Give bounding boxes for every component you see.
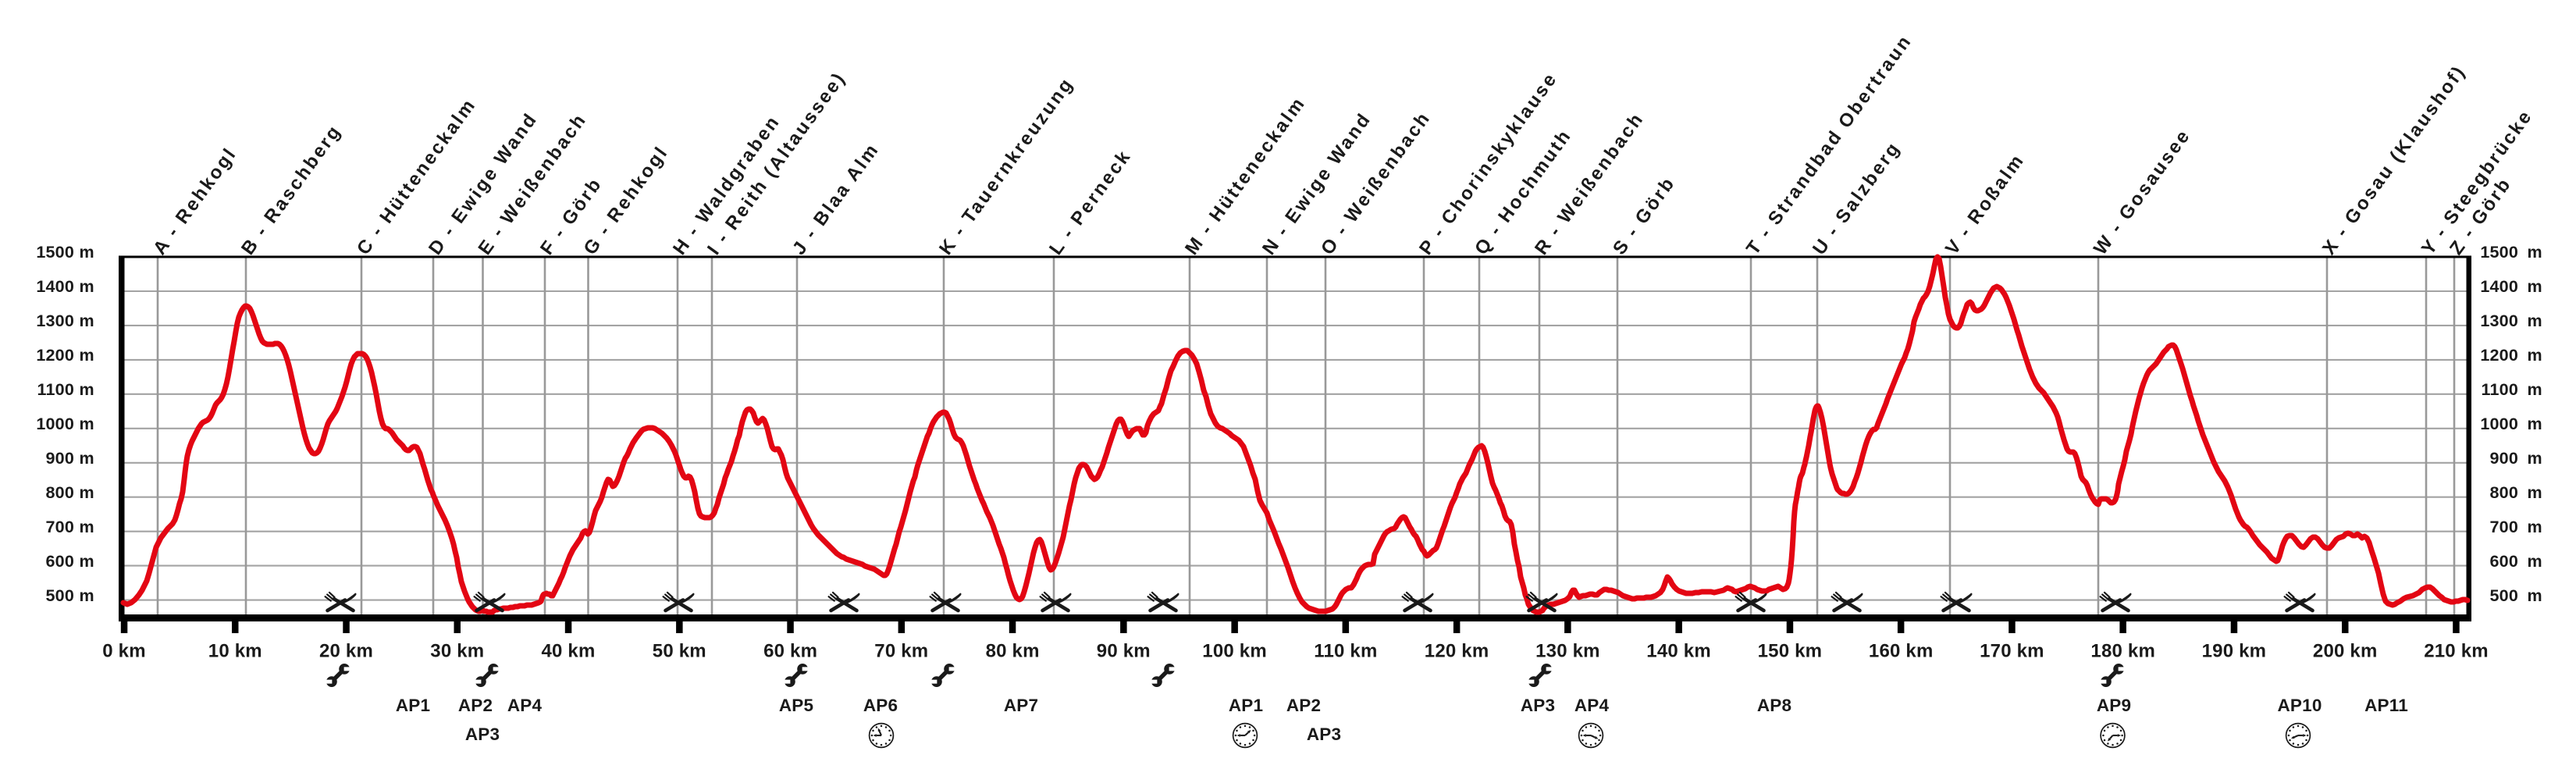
svg-text:W - Gosausee: W - Gosausee — [2090, 125, 2195, 258]
svg-text:1400: 1400 — [36, 277, 74, 296]
svg-text:m: m — [2528, 380, 2542, 399]
svg-text:100 km: 100 km — [1202, 641, 1267, 662]
svg-text:600: 600 — [46, 552, 74, 571]
svg-text:70 km: 70 km — [874, 641, 928, 662]
svg-text:m: m — [80, 518, 94, 536]
svg-text:500: 500 — [46, 586, 74, 605]
svg-text:AP6: AP6 — [863, 696, 898, 715]
svg-text:I - Reith (Altaussee): I - Reith (Altaussee) — [703, 68, 850, 259]
svg-text:1000: 1000 — [36, 415, 74, 433]
svg-text:m: m — [80, 380, 94, 399]
svg-text:L - Perneck: L - Perneck — [1045, 145, 1136, 258]
svg-text:40 km: 40 km — [541, 641, 595, 662]
svg-text:AP5: AP5 — [779, 696, 813, 715]
svg-text:900: 900 — [46, 449, 74, 468]
svg-text:1200: 1200 — [36, 346, 74, 365]
svg-text:1400: 1400 — [2480, 277, 2518, 296]
svg-text:AP11: AP11 — [2364, 696, 2408, 715]
svg-text:m: m — [2528, 243, 2542, 262]
svg-text:500: 500 — [2490, 586, 2518, 605]
svg-text:m: m — [80, 277, 94, 296]
svg-text:200 km: 200 km — [2313, 641, 2378, 662]
svg-text:AP4: AP4 — [1574, 696, 1610, 715]
svg-text:V - Roßalm: V - Roßalm — [1941, 150, 2029, 259]
svg-text:m: m — [80, 483, 94, 502]
svg-text:AP3: AP3 — [465, 724, 500, 744]
svg-text:O - Weißenbach: O - Weißenbach — [1317, 108, 1435, 259]
svg-text:AP3: AP3 — [1307, 724, 1341, 744]
svg-text:1500: 1500 — [2480, 243, 2518, 262]
svg-text:m: m — [2528, 277, 2542, 296]
svg-text:m: m — [80, 312, 94, 330]
svg-text:1100: 1100 — [2482, 380, 2518, 399]
svg-text:190 km: 190 km — [2202, 641, 2267, 662]
svg-text:AP2: AP2 — [458, 696, 493, 715]
svg-text:A - Rehkogl: A - Rehkogl — [149, 144, 241, 259]
svg-text:m: m — [2528, 346, 2542, 365]
svg-text:AP8: AP8 — [1757, 696, 1791, 715]
svg-text:m: m — [80, 346, 94, 365]
svg-text:B - Raschberg: B - Raschberg — [237, 121, 346, 259]
svg-text:800: 800 — [2490, 483, 2518, 502]
svg-text:AP1: AP1 — [1229, 696, 1263, 715]
svg-text:m: m — [2528, 586, 2542, 605]
svg-text:110 km: 110 km — [1314, 641, 1377, 662]
svg-text:120 km: 120 km — [1425, 641, 1489, 662]
svg-text:80 km: 80 km — [986, 641, 1040, 662]
svg-text:0 km: 0 km — [102, 641, 146, 662]
svg-text:150 km: 150 km — [1758, 641, 1823, 662]
svg-text:800: 800 — [46, 483, 74, 502]
svg-text:m: m — [2528, 552, 2542, 571]
svg-text:700: 700 — [46, 518, 74, 536]
svg-text:1200: 1200 — [2480, 346, 2518, 365]
svg-text:1000: 1000 — [2480, 415, 2518, 433]
svg-text:m: m — [80, 415, 94, 433]
svg-text:30 km: 30 km — [430, 641, 484, 662]
svg-text:140 km: 140 km — [1646, 641, 1711, 662]
svg-text:10 km: 10 km — [208, 641, 262, 662]
svg-text:m: m — [80, 552, 94, 571]
svg-text:AP10: AP10 — [2277, 696, 2322, 715]
svg-text:m: m — [2528, 449, 2542, 468]
svg-text:C - Hütteneckalm: C - Hütteneckalm — [353, 94, 480, 259]
svg-text:1100: 1100 — [37, 380, 74, 399]
svg-text:S - Görb: S - Görb — [1609, 173, 1680, 259]
svg-text:AP4: AP4 — [507, 696, 543, 715]
svg-text:m: m — [2528, 518, 2542, 536]
svg-text:AP1: AP1 — [396, 696, 430, 715]
svg-text:600: 600 — [2490, 552, 2518, 571]
svg-text:AP7: AP7 — [1004, 696, 1038, 715]
svg-text:90 km: 90 km — [1097, 641, 1151, 662]
svg-text:1300: 1300 — [2480, 312, 2518, 330]
svg-text:m: m — [2528, 312, 2542, 330]
svg-text:20 km: 20 km — [319, 641, 373, 662]
svg-text:AP9: AP9 — [2097, 696, 2131, 715]
svg-text:160 km: 160 km — [1869, 641, 1934, 662]
svg-text:900: 900 — [2490, 449, 2518, 468]
svg-text:J - Blaa Alm: J - Blaa Alm — [788, 139, 884, 258]
svg-text:130 km: 130 km — [1535, 641, 1600, 662]
svg-text:m: m — [2528, 415, 2542, 433]
svg-text:210 km: 210 km — [2424, 641, 2489, 662]
svg-text:1300: 1300 — [36, 312, 74, 330]
svg-text:AP2: AP2 — [1286, 696, 1321, 715]
svg-text:AP3: AP3 — [1521, 696, 1555, 715]
svg-text:m: m — [2528, 483, 2542, 502]
svg-text:m: m — [80, 243, 94, 262]
svg-text:m: m — [80, 586, 94, 605]
svg-text:170 km: 170 km — [1980, 641, 2044, 662]
svg-text:1500: 1500 — [36, 243, 74, 262]
svg-text:60 km: 60 km — [763, 641, 817, 662]
svg-text:180 km: 180 km — [2090, 641, 2155, 662]
svg-text:50 km: 50 km — [653, 641, 706, 662]
svg-text:700: 700 — [2490, 518, 2518, 536]
svg-text:m: m — [80, 449, 94, 468]
